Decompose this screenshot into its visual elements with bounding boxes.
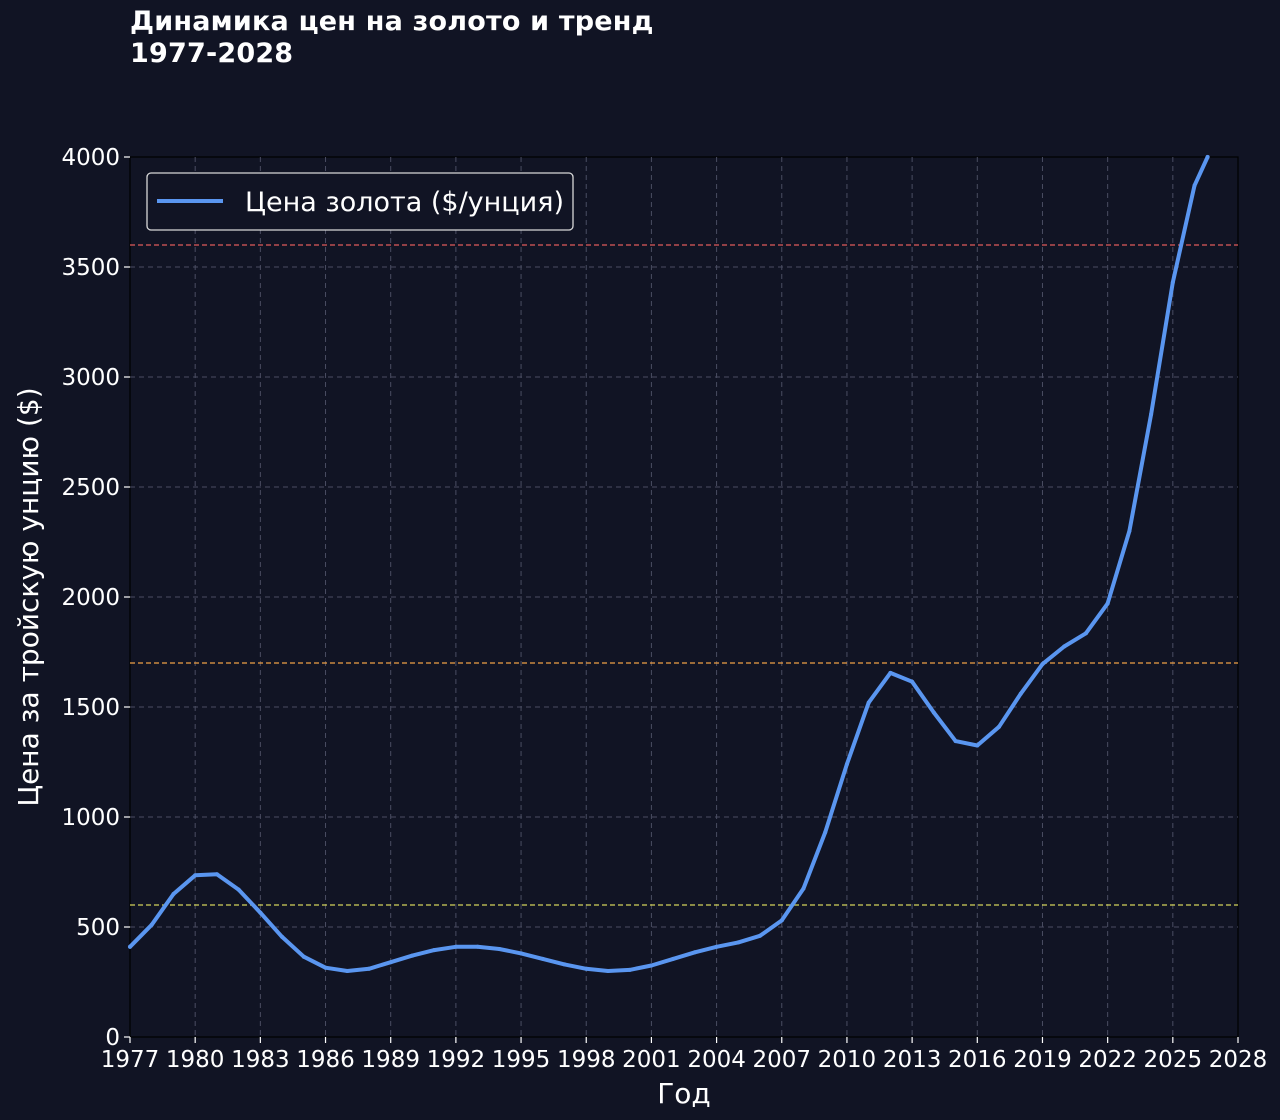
data-point bbox=[432, 948, 437, 953]
data-point bbox=[953, 739, 958, 744]
data-point bbox=[1018, 691, 1023, 696]
data-point bbox=[323, 965, 328, 970]
y-tick-label: 0 bbox=[105, 1025, 120, 1051]
data-point bbox=[280, 934, 285, 939]
x-tick-label: 2019 bbox=[1013, 1047, 1072, 1073]
x-tick-label: 1992 bbox=[427, 1047, 486, 1073]
data-point bbox=[975, 743, 980, 748]
x-tick-label: 2025 bbox=[1144, 1047, 1203, 1073]
data-point bbox=[997, 724, 1001, 729]
data-point bbox=[779, 918, 784, 923]
data-point bbox=[627, 967, 632, 972]
x-tick-label: 2028 bbox=[1209, 1047, 1268, 1073]
data-point bbox=[1205, 155, 1210, 159]
data-point bbox=[1192, 183, 1197, 188]
x-tick-label: 2016 bbox=[948, 1047, 1007, 1073]
y-tick-label: 2000 bbox=[61, 585, 120, 611]
reference-lines bbox=[130, 244, 1238, 906]
grid bbox=[130, 157, 1238, 1037]
data-point bbox=[888, 670, 893, 675]
data-point bbox=[497, 947, 502, 951]
data-point bbox=[562, 962, 567, 967]
data-point bbox=[1083, 631, 1088, 636]
data-point bbox=[453, 944, 458, 949]
data-point bbox=[193, 873, 198, 878]
x-tick-label: 1980 bbox=[166, 1047, 225, 1073]
data-point bbox=[692, 950, 697, 955]
y-tick-label: 1500 bbox=[61, 695, 120, 721]
data-point bbox=[931, 710, 936, 715]
data-point bbox=[410, 953, 415, 958]
legend-label: Цена золота ($/унция) bbox=[245, 187, 564, 218]
data-point bbox=[714, 944, 719, 949]
data-point bbox=[345, 969, 350, 973]
legend-box bbox=[146, 172, 574, 231]
y-tick-label: 4000 bbox=[61, 145, 120, 171]
data-point bbox=[367, 966, 371, 971]
x-tick-label: 1977 bbox=[101, 1047, 160, 1073]
x-tick-label: 2004 bbox=[687, 1047, 746, 1073]
data-point bbox=[801, 886, 806, 891]
x-tick-label: 2022 bbox=[1078, 1047, 1137, 1073]
data-point bbox=[823, 830, 828, 835]
data-point bbox=[258, 910, 263, 915]
x-tick-label: 1986 bbox=[296, 1047, 355, 1073]
data-point bbox=[128, 944, 132, 949]
data-point bbox=[1062, 644, 1067, 649]
data-point bbox=[649, 963, 654, 968]
data-point bbox=[606, 969, 610, 973]
data-point bbox=[844, 762, 849, 767]
x-tick-label: 1995 bbox=[492, 1047, 551, 1073]
y-axis-label: Цена за тройскую унцию ($) bbox=[12, 387, 45, 806]
y-axis: 0 500 1000 1500 2000 2500 3000 3500 4000 bbox=[61, 145, 130, 1051]
x-tick-label: 2013 bbox=[883, 1047, 942, 1073]
x-tick-label: 2007 bbox=[752, 1047, 811, 1073]
data-point bbox=[540, 956, 545, 961]
data-point bbox=[301, 954, 306, 959]
data-point bbox=[214, 872, 219, 877]
y-tick-label: 3000 bbox=[61, 365, 120, 391]
y-tick-label: 1000 bbox=[61, 805, 120, 831]
data-point bbox=[519, 951, 524, 956]
x-tick-label: 1989 bbox=[361, 1047, 420, 1073]
data-point bbox=[910, 679, 915, 684]
y-tick-label: 500 bbox=[76, 915, 120, 941]
data-point bbox=[736, 940, 741, 945]
data-point bbox=[236, 887, 241, 892]
x-tick-label: 2010 bbox=[818, 1047, 877, 1073]
data-point bbox=[758, 933, 762, 938]
data-point bbox=[149, 922, 154, 927]
y-tick-label: 2500 bbox=[61, 475, 120, 501]
x-tick-label: 2001 bbox=[622, 1047, 681, 1073]
data-point bbox=[1040, 662, 1045, 667]
chart-title-line1: Динамика цен на золото и тренд bbox=[130, 6, 654, 37]
data-point bbox=[866, 700, 871, 705]
data-point bbox=[584, 966, 589, 971]
data-point bbox=[1149, 412, 1154, 417]
data-point bbox=[1127, 529, 1132, 533]
series-group bbox=[128, 155, 1210, 973]
x-tick-label: 1983 bbox=[231, 1047, 290, 1073]
data-point bbox=[1105, 601, 1110, 606]
data-point bbox=[475, 944, 480, 949]
x-axis: 1977 1980 1983 1986 1989 1992 1995 1998 2001 2004… bbox=[101, 1037, 1268, 1073]
x-tick-label: 1998 bbox=[557, 1047, 616, 1073]
chart-title: Динамика цен на золото и тренд 1977-2028 bbox=[130, 6, 654, 70]
chart-title-line2: 1977-2028 bbox=[130, 38, 294, 69]
data-point bbox=[1170, 280, 1175, 285]
data-point bbox=[171, 892, 176, 896]
x-axis-label: Год bbox=[657, 1077, 711, 1110]
data-point bbox=[671, 956, 676, 961]
legend: Цена золота ($/унция) bbox=[146, 172, 574, 231]
data-point bbox=[388, 960, 393, 965]
y-tick-label: 3500 bbox=[61, 255, 120, 281]
